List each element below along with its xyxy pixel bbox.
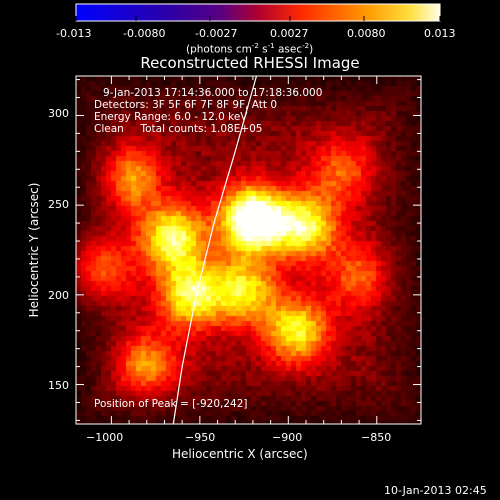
colorbar-tick-label: 0.0080 bbox=[347, 27, 386, 40]
chart-title: Reconstructed RHESSI Image bbox=[140, 54, 360, 72]
colorbar-gradient bbox=[75, 3, 441, 22]
detectors-annotation: Detectors: 3F 5F 6F 7F 8F 9F, Att 0 bbox=[94, 99, 278, 111]
x-tick-label: −1000 bbox=[86, 431, 124, 444]
colorbar bbox=[75, 3, 441, 22]
colorbar-unit: (photons cm-2 s-1 asec-2) bbox=[186, 42, 314, 56]
y-tick-label: 150 bbox=[48, 379, 69, 392]
colorbar-tick-label: -0.0080 bbox=[123, 27, 166, 40]
footer-timestamp: 10-Jan-2013 02:45 bbox=[384, 484, 487, 497]
clean-counts-annotation: Clean Total counts: 1.08E+05 bbox=[94, 123, 263, 135]
x-tick-label: −950 bbox=[185, 431, 216, 444]
solar-limb-curve bbox=[172, 75, 258, 425]
y-axis-label: Heliocentric Y (arcsec) bbox=[27, 182, 41, 318]
heatmap-image bbox=[76, 76, 421, 424]
colorbar-tick-label: -0.013 bbox=[56, 27, 92, 40]
x-axis-label: Heliocentric X (arcsec) bbox=[172, 447, 308, 461]
x-tick-label: −900 bbox=[272, 431, 303, 444]
colorbar-tick-label: -0.0027 bbox=[195, 27, 238, 40]
y-tick-label: 300 bbox=[48, 107, 69, 120]
colorbar-tick-label: 0.0027 bbox=[270, 27, 309, 40]
y-tick-label: 200 bbox=[48, 289, 69, 302]
plot-frame bbox=[75, 75, 422, 425]
peak-position-annotation: Position of Peak = [-920,242] bbox=[94, 398, 248, 410]
colorbar-tick-label: 0.013 bbox=[424, 27, 456, 40]
time-range-annotation: 9-Jan-2013 17:14:36.000 to 17:18:36.000 bbox=[103, 87, 323, 99]
x-tick-label: −850 bbox=[361, 431, 392, 444]
y-tick-label: 250 bbox=[48, 198, 69, 211]
energy-range-annotation: Energy Range: 6.0 - 12.0 keV bbox=[94, 111, 248, 123]
